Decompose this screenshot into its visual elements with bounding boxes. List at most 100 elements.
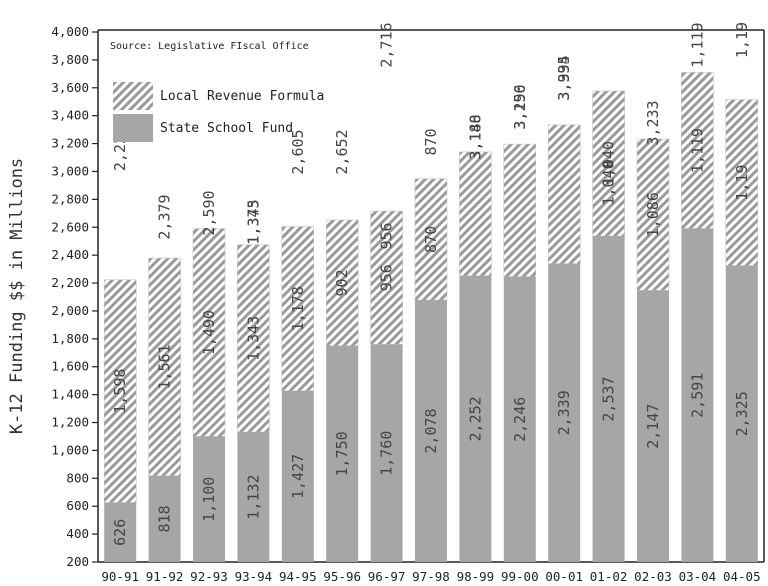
x-tick-label: 98-99	[457, 569, 495, 584]
data-label-total: 2,22	[111, 135, 129, 171]
y-tick-label: 3,800	[51, 52, 89, 67]
data-label-total: 2,590	[200, 190, 218, 235]
bar-local-revenue-96-97	[370, 210, 403, 345]
data-label-total: 3,140	[466, 114, 484, 159]
x-tick-label: 00-01	[545, 569, 583, 584]
data-label-total: 1,040	[600, 160, 618, 205]
legend-swatch-state-school-fund	[113, 114, 153, 142]
data-label-total: 3,196	[511, 84, 529, 129]
data-label-local-revenue: 1,561	[156, 344, 174, 389]
bar-local-revenue-90-91	[103, 279, 137, 503]
bar-state-school-fund-04-05	[725, 265, 758, 562]
data-label-local-revenue: 1,086	[644, 192, 662, 237]
bar-state-school-fund-90-91	[104, 502, 137, 562]
data-label-total: 870	[422, 128, 440, 155]
data-label-state-school-fund: 2,537	[600, 376, 618, 421]
data-label-total: 3,334	[555, 55, 573, 100]
bar-local-revenue-99-00	[503, 143, 537, 277]
data-label-total: 1,19	[733, 22, 751, 58]
x-tick-label: 99-00	[501, 569, 539, 584]
data-labels: 626 1,598 818 1,561 1,100 1,490 1,132 1,343 1,42…	[111, 22, 751, 546]
data-label-local-revenue: 1,178	[289, 286, 307, 331]
y-tick-label: 4,000	[51, 24, 89, 39]
x-tick-label: 01-02	[590, 569, 628, 584]
data-label-total: 3,250	[511, 84, 529, 129]
data-label-state-school-fund: 2,339	[555, 390, 573, 435]
data-label-total: 2,605	[289, 129, 307, 174]
x-tick-label: 90-91	[101, 569, 139, 584]
bar-state-school-fund-97-98	[415, 300, 447, 562]
x-tick-label: 96-97	[368, 569, 406, 584]
y-tick-label: 2,400	[51, 247, 89, 262]
x-tick-label: 03-04	[679, 569, 717, 584]
data-label-total: 3,995	[555, 55, 573, 100]
y-tick-label: 2,800	[51, 191, 89, 206]
bar-local-revenue-04-05	[725, 99, 759, 266]
x-tick-label: 94-95	[279, 569, 317, 584]
data-label-local-revenue: 956	[378, 264, 396, 291]
data-label-total: 2,652	[333, 129, 351, 174]
legend: Source: Legislative FIscal Office Local …	[110, 41, 324, 142]
data-label-local-revenue: 1,040	[600, 141, 618, 186]
legend-label-state-school-fund: State School Fund	[160, 121, 293, 136]
y-tick-label: 2,200	[51, 275, 89, 290]
x-tick-label: 95-96	[323, 569, 361, 584]
bar-state-school-fund-91-92	[148, 475, 181, 562]
y-tick-label: 2,600	[51, 219, 89, 234]
data-label-state-school-fund: 1,760	[378, 431, 396, 476]
y-tick-label: 600	[66, 498, 89, 513]
y-tick-label: 1,400	[51, 387, 89, 402]
data-label-total: 3,233	[644, 100, 662, 145]
y-tick-label: 2,000	[51, 303, 89, 318]
source-note: Source: Legislative FIscal Office	[110, 41, 309, 52]
axes: 200 400 600 800 1,000 1,200 1,400 1,600 1,800 2,0…	[51, 24, 765, 584]
y-tick-label: 1,800	[51, 331, 89, 346]
bar-state-school-fund-03-04	[681, 228, 714, 562]
y-tick-label: 200	[66, 554, 89, 569]
data-label-local-revenue: 902	[333, 269, 351, 296]
bar-local-revenue-03-04	[681, 72, 714, 229]
data-label-total: 1,343	[244, 199, 262, 244]
bar-local-revenue-02-03	[636, 138, 670, 291]
data-label-total: 2,379	[156, 194, 174, 239]
data-label-state-school-fund: 2,325	[733, 391, 751, 436]
data-label-local-revenue: 1,119	[688, 128, 706, 173]
data-label-state-school-fund: 2,078	[422, 408, 440, 453]
bar-state-school-fund-96-97	[370, 344, 403, 562]
legend-label-local-revenue: Local Revenue Formula	[160, 89, 324, 104]
x-tick-label: 92-93	[190, 569, 228, 584]
bar-state-school-fund-00-01	[548, 263, 581, 562]
data-label-state-school-fund: 2,246	[511, 397, 529, 442]
x-tick-label: 93-94	[235, 569, 273, 584]
bar-state-school-fund-02-03	[637, 290, 669, 562]
data-label-local-revenue: 1,19	[733, 165, 751, 201]
bar-state-school-fund-99-00	[503, 276, 536, 562]
data-label-state-school-fund: 818	[156, 505, 174, 532]
bar-state-school-fund-94-95	[281, 390, 314, 562]
y-tick-label: 1,200	[51, 415, 89, 430]
bar-local-revenue-93-94	[237, 244, 270, 433]
data-label-total: 1,119	[688, 22, 706, 67]
bar-local-revenue-00-01	[547, 124, 581, 264]
data-label-local-revenue: 870	[422, 226, 440, 253]
data-label-state-school-fund: 1,132	[244, 474, 262, 519]
data-label-state-school-fund: 2,591	[688, 373, 706, 418]
legend-swatch-local-revenue	[113, 82, 153, 110]
y-axis-title: K-12 Funding $$ in Millions	[7, 158, 27, 434]
y-tick-label: 3,600	[51, 80, 89, 95]
x-tick-label: 02-03	[634, 569, 672, 584]
data-label-state-school-fund: 626	[111, 519, 129, 546]
bar-local-revenue-94-95	[281, 226, 315, 392]
x-tick-label: 04-05	[723, 569, 761, 584]
x-tick-label: 91-92	[146, 569, 184, 584]
bar-state-school-fund-92-93	[193, 436, 225, 562]
y-tick-label: 800	[66, 470, 89, 485]
data-label-local-revenue: 1,598	[111, 369, 129, 414]
y-tick-label: 1,600	[51, 359, 89, 374]
bar-local-revenue-98-99	[459, 151, 492, 277]
bar-state-school-fund-01-02	[592, 236, 625, 563]
data-label-total: 1,375	[244, 199, 262, 244]
y-tick-label: 1,000	[51, 442, 89, 457]
bar-local-revenue-91-92	[148, 257, 181, 477]
bar-state-school-fund-93-94	[237, 432, 270, 562]
